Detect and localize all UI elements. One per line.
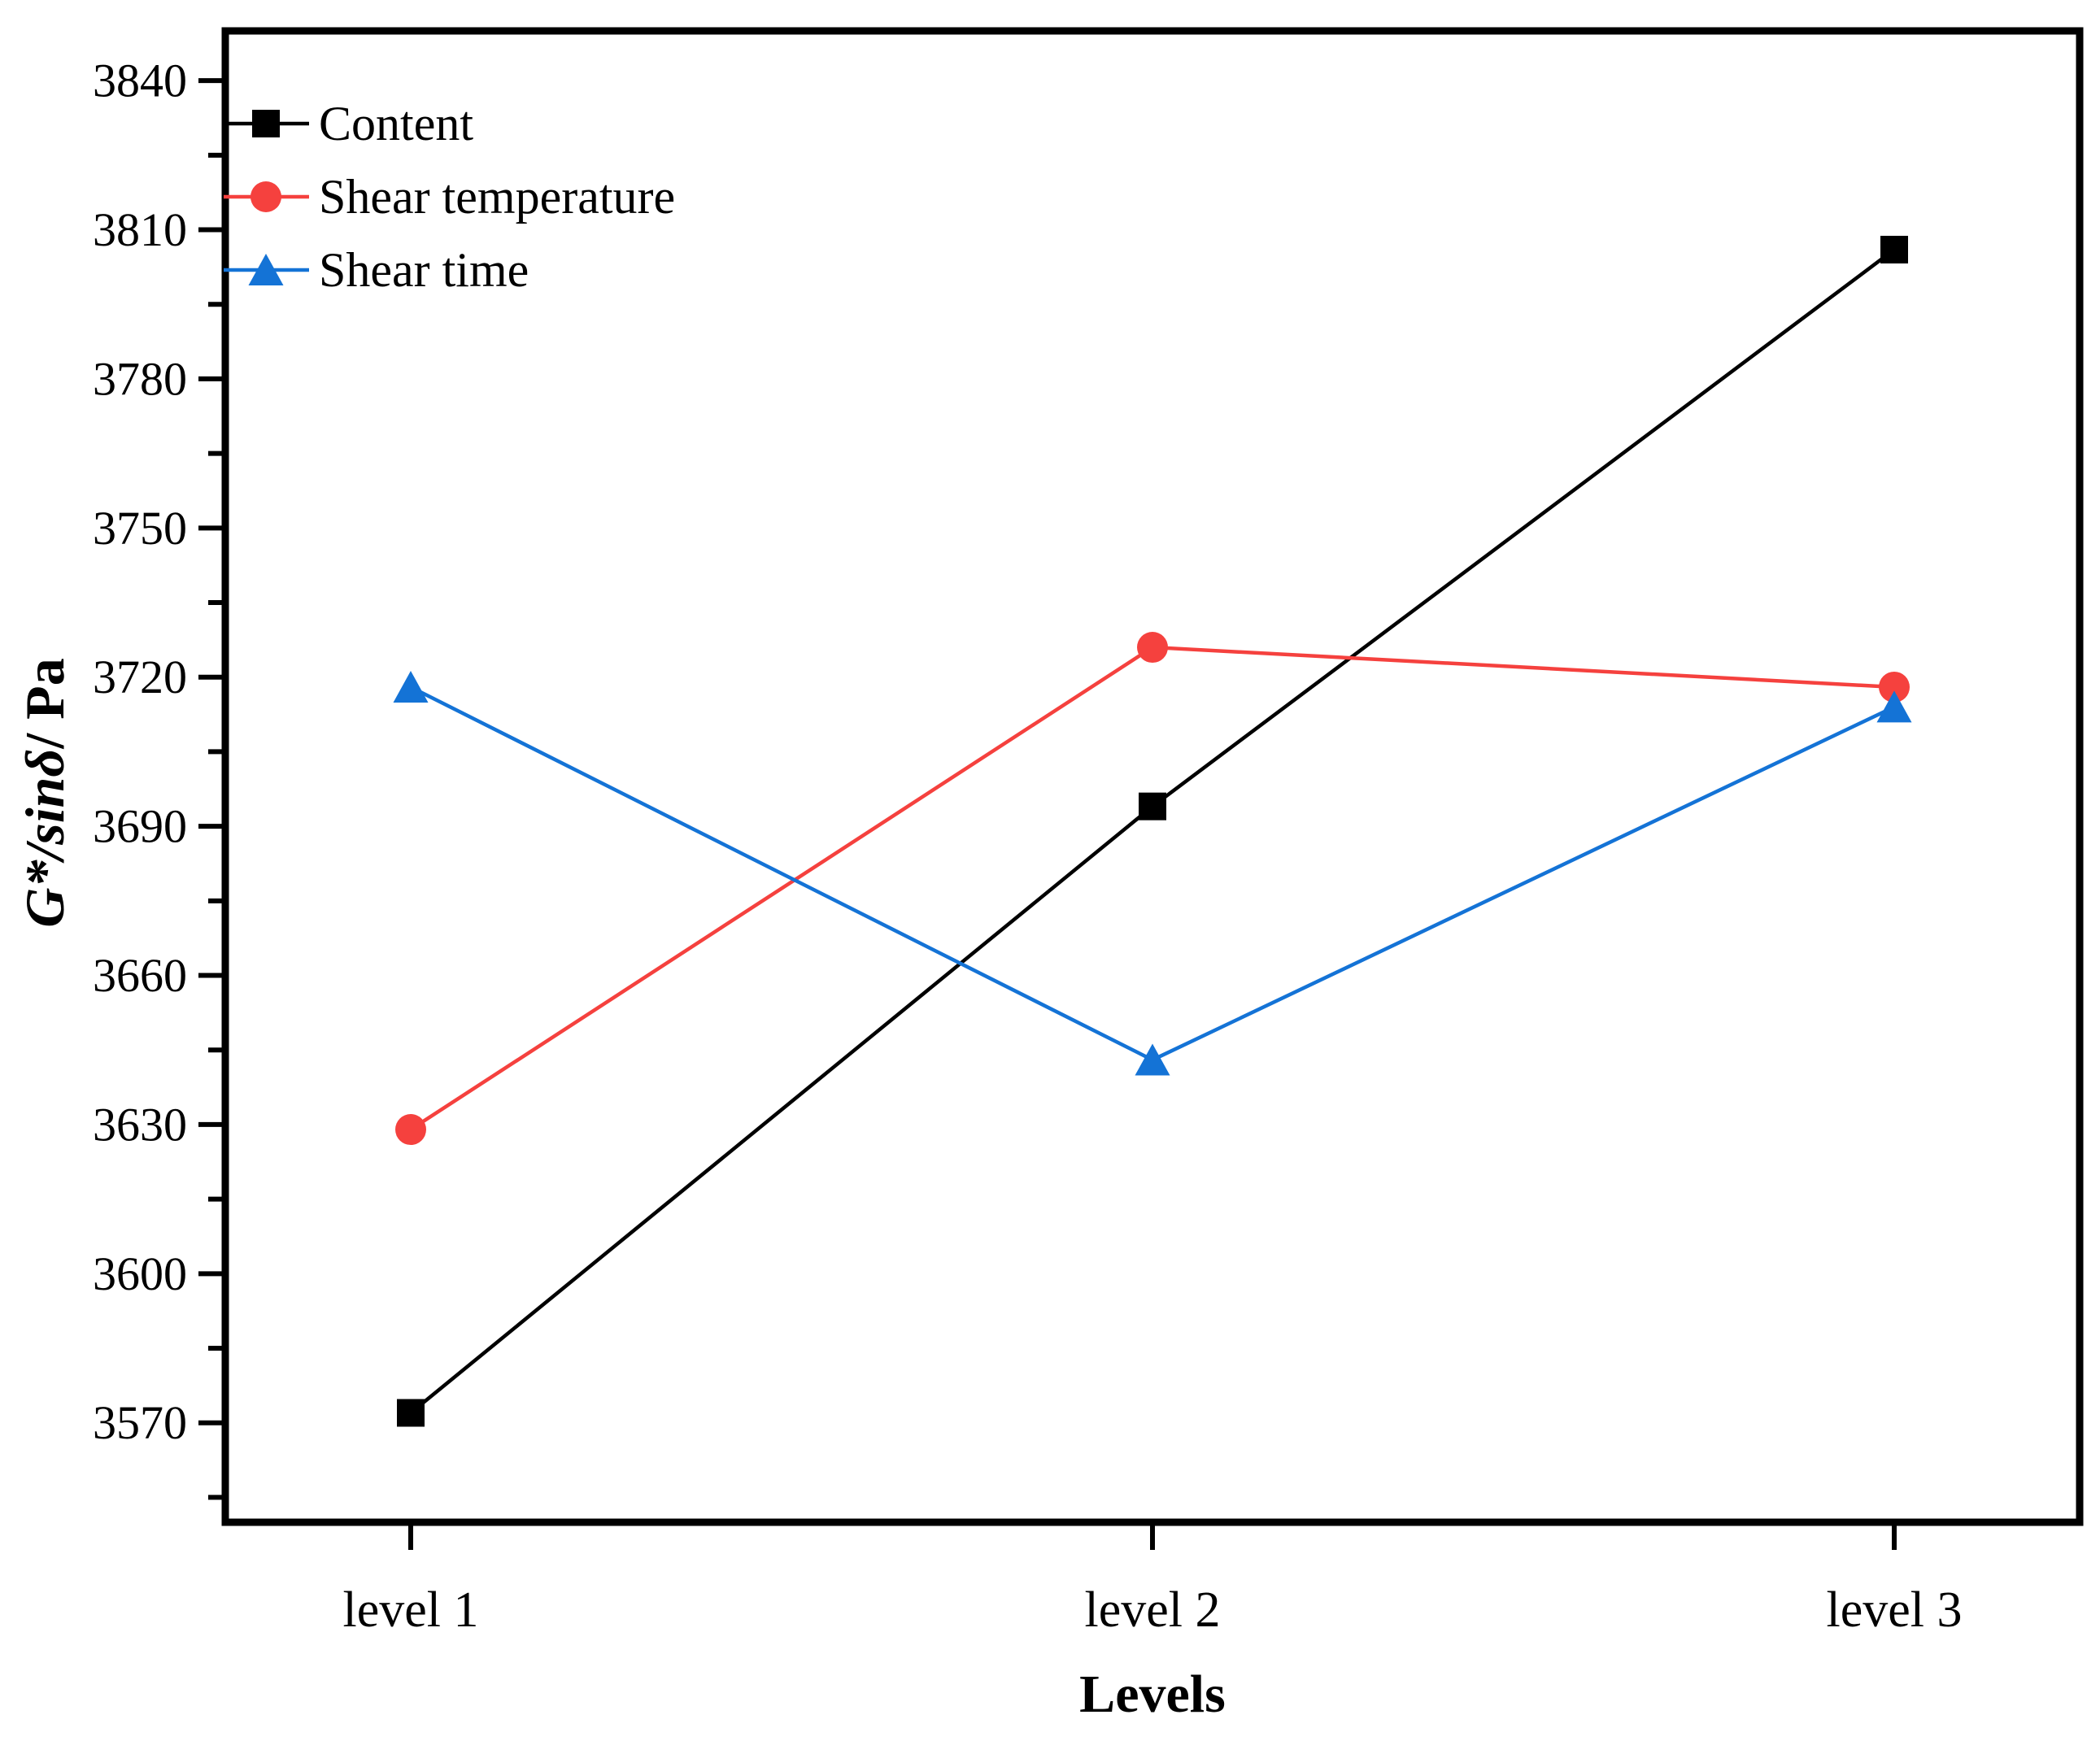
triangle-marker [393,670,429,703]
series-line-0 [409,248,1896,1415]
square-marker [397,1399,425,1427]
y-axis-ticks: 3570 3600 3630 3660 3690 3720 3750 3780 3810 3840 [93,54,222,1500]
series-line-2 [409,685,1895,1062]
legend-label: Content [319,97,473,150]
y-tick-label: 3600 [93,1247,187,1300]
plot-frame [221,27,2084,1526]
legend-triangle-marker [248,254,284,285]
x-tick-label: level 2 [1085,1582,1221,1638]
circle-marker [1879,671,1910,703]
y-tick-label: 3690 [93,800,187,853]
y-tick-label: 3570 [93,1396,187,1449]
square-marker [1139,792,1166,820]
legend-label: Shear time [319,243,529,297]
y-tick-label: 3840 [93,54,187,107]
y-axis-title-math: G*/sinδ [14,749,76,928]
y-axis-title-unit: / Pa [14,658,76,749]
y-tick-label: 3720 [93,651,187,703]
x-axis-title: Levels [1079,1665,1226,1724]
legend: Content Shear temperature Shear time [224,97,675,297]
square-marker [1880,235,1908,263]
triangle-marker [1876,690,1912,723]
x-tick-label: level 3 [1827,1582,1963,1638]
y-tick-label: 3780 [93,352,187,405]
circle-marker [395,1114,426,1146]
circle-marker [1137,632,1168,664]
x-axis-ticks: level 1 level 2 level 3 [343,1526,1963,1638]
y-tick-label: 3630 [93,1098,187,1151]
y-tick-label: 3750 [93,502,187,555]
y-axis-title: G*/sinδ/ Pa [14,658,76,927]
x-tick-label: level 1 [343,1582,479,1638]
y-tick-label: 3660 [93,949,187,1002]
y-tick-label: 3810 [93,203,187,256]
legend-circle-marker [251,181,281,212]
triangle-marker [1135,1043,1170,1076]
data-series [393,235,1912,1427]
legend-label: Shear temperature [319,170,675,224]
legend-square-marker [252,110,280,137]
